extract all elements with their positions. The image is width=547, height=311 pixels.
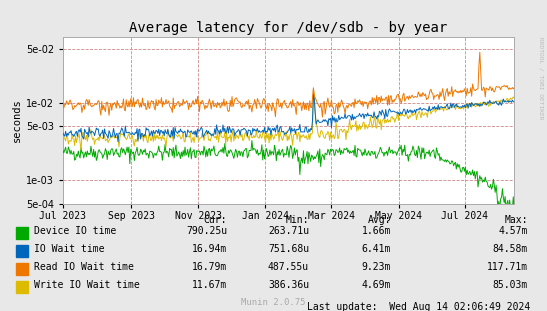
Text: 16.79m: 16.79m [192, 262, 227, 272]
Text: Max:: Max: [504, 215, 528, 225]
Text: 9.23m: 9.23m [362, 262, 391, 272]
Text: 85.03m: 85.03m [493, 280, 528, 290]
Text: 6.41m: 6.41m [362, 244, 391, 254]
Y-axis label: seconds: seconds [11, 99, 21, 142]
Text: Avg:: Avg: [368, 215, 391, 225]
Text: 11.67m: 11.67m [192, 280, 227, 290]
Text: Write IO Wait time: Write IO Wait time [34, 280, 139, 290]
Text: 751.68u: 751.68u [268, 244, 309, 254]
Text: 790.25u: 790.25u [186, 226, 227, 236]
Text: 487.55u: 487.55u [268, 262, 309, 272]
Text: 4.69m: 4.69m [362, 280, 391, 290]
Text: 117.71m: 117.71m [487, 262, 528, 272]
Text: Read IO Wait time: Read IO Wait time [34, 262, 134, 272]
Text: Device IO time: Device IO time [34, 226, 116, 236]
Text: Min:: Min: [286, 215, 309, 225]
Text: 1.66m: 1.66m [362, 226, 391, 236]
Text: IO Wait time: IO Wait time [34, 244, 104, 254]
Text: 16.94m: 16.94m [192, 244, 227, 254]
Text: Munin 2.0.75: Munin 2.0.75 [241, 298, 306, 307]
Text: 84.58m: 84.58m [493, 244, 528, 254]
Text: RRDTOOL / TOBI OETIKER: RRDTOOL / TOBI OETIKER [539, 37, 544, 120]
Text: 263.71u: 263.71u [268, 226, 309, 236]
Title: Average latency for /dev/sdb - by year: Average latency for /dev/sdb - by year [130, 21, 447, 35]
Text: Last update:  Wed Aug 14 02:06:49 2024: Last update: Wed Aug 14 02:06:49 2024 [307, 302, 531, 311]
Text: 4.57m: 4.57m [498, 226, 528, 236]
Text: Cur:: Cur: [203, 215, 227, 225]
Text: 386.36u: 386.36u [268, 280, 309, 290]
